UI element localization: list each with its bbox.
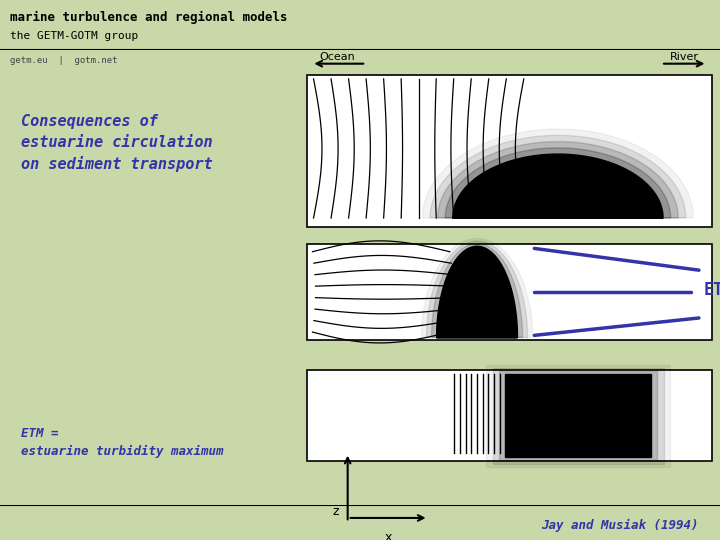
Bar	[307, 370, 711, 461]
Text: x: x	[384, 531, 392, 540]
Text: River: River	[670, 52, 699, 63]
Text: ETM =
estuarine turbidity maximum: ETM = estuarine turbidity maximum	[21, 427, 223, 458]
Polygon shape	[445, 148, 670, 218]
Polygon shape	[453, 154, 663, 218]
Polygon shape	[436, 246, 518, 338]
Text: the GETM-GOTM group: the GETM-GOTM group	[10, 31, 138, 41]
Polygon shape	[505, 375, 651, 457]
Text: getm.eu  |  gotm.net: getm.eu | gotm.net	[10, 56, 117, 65]
Polygon shape	[431, 244, 523, 338]
Bar	[307, 244, 711, 340]
Text: Ocean: Ocean	[320, 52, 356, 63]
Text: z: z	[333, 505, 339, 518]
Text: Jay and Musiak (1994): Jay and Musiak (1994)	[541, 519, 698, 532]
Polygon shape	[499, 371, 657, 460]
Polygon shape	[430, 136, 685, 218]
Bar	[307, 75, 711, 227]
Text: Consequences of
estuarine circulation
on sediment transport: Consequences of estuarine circulation on…	[21, 113, 212, 172]
Polygon shape	[426, 241, 528, 338]
Text: marine turbulence and regional models: marine turbulence and regional models	[10, 11, 287, 24]
Polygon shape	[492, 368, 664, 464]
Polygon shape	[423, 129, 693, 218]
Text: ETM: ETM	[703, 281, 720, 299]
Polygon shape	[438, 141, 678, 218]
